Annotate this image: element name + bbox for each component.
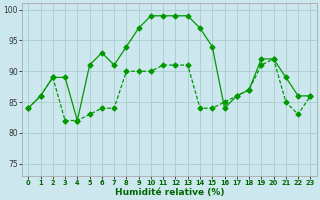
X-axis label: Humidité relative (%): Humidité relative (%) (115, 188, 224, 197)
